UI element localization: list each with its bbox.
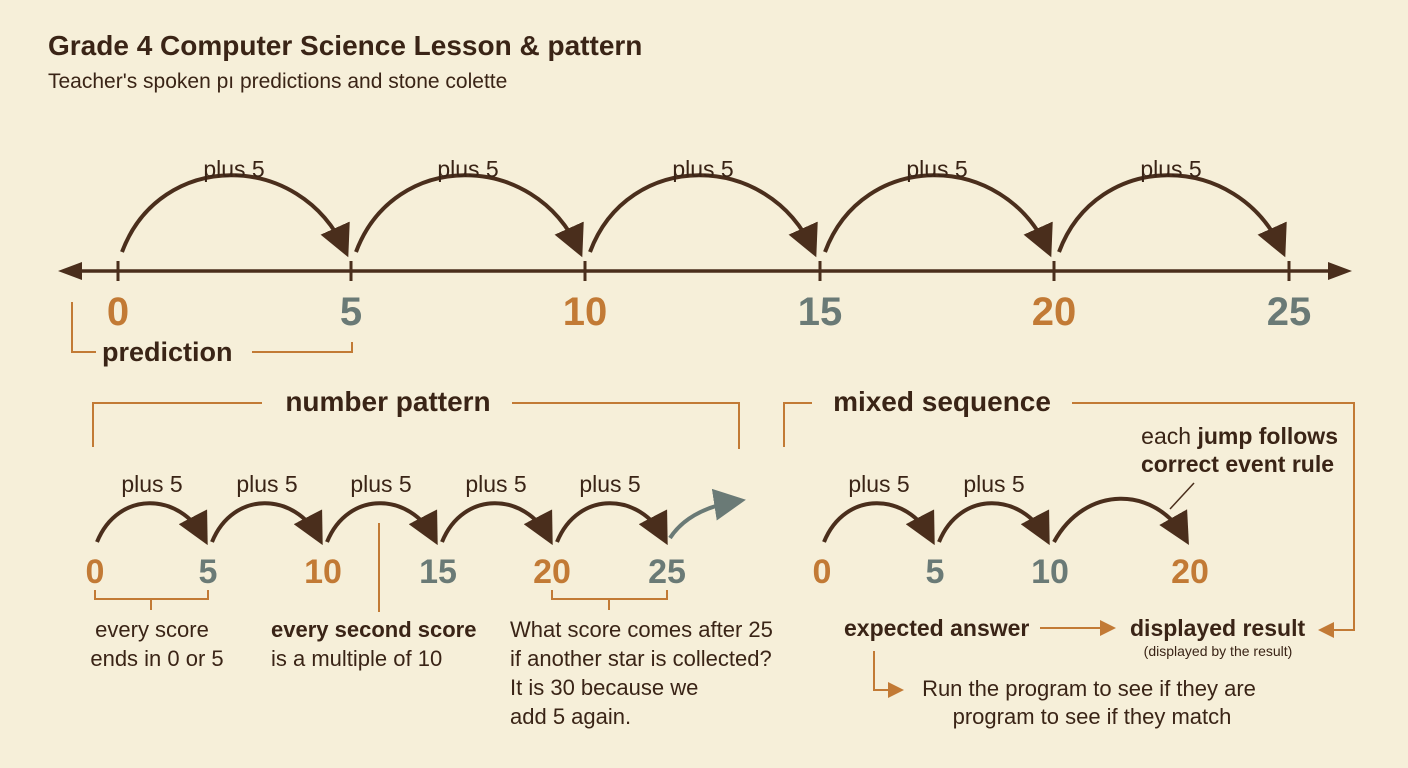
jump-arc — [588, 173, 818, 258]
note-every-score-line-1: every score — [95, 617, 209, 642]
jump-label: plus 5 — [906, 156, 967, 182]
jump-arc — [210, 501, 323, 546]
mixed-value: 5 — [926, 553, 945, 591]
jump-label: plus 5 — [963, 471, 1024, 497]
tick-label: 20 — [1032, 290, 1077, 334]
pattern-value: 15 — [419, 553, 457, 591]
jump-arc — [354, 173, 584, 258]
axis-arrow-left — [58, 262, 82, 280]
jump-arc — [555, 501, 668, 546]
axis-arrow-right — [1328, 262, 1352, 280]
jump-label: plus 5 — [350, 471, 411, 497]
pattern-value: 10 — [304, 553, 342, 591]
pattern-bracket-left — [92, 402, 262, 447]
jump-label: plus 5 — [579, 471, 640, 497]
page-title: Grade 4 Computer Science Lesson & patter… — [48, 30, 643, 61]
jump-arc — [823, 173, 1053, 258]
pattern-bracket-right — [512, 402, 740, 449]
jump-arc — [95, 501, 208, 546]
page-subtitle: Teacher's spoken pı predictions and ston… — [48, 70, 508, 93]
mixed-sequence-section: mixed sequence each jump follows correct… — [783, 386, 1355, 729]
pattern-value: 0 — [86, 553, 105, 591]
prediction-label: prediction — [102, 337, 233, 367]
tick-label: 5 — [340, 290, 362, 334]
jump-arc — [822, 501, 935, 546]
pattern-value: 20 — [533, 553, 571, 591]
prediction-bracket-right — [252, 342, 353, 353]
top-number-line: plus 5 plus 5 plus 5 plus 5 plus 5 0 5 1… — [58, 156, 1352, 367]
jump-label: plus 5 — [437, 156, 498, 182]
run-note-arrow — [873, 651, 904, 698]
jump-label: plus 5 — [203, 156, 264, 182]
jump-label: plus 5 — [848, 471, 909, 497]
question-line-1: What score comes after 25 — [510, 617, 773, 642]
question-line-3: It is 30 because we — [510, 675, 698, 700]
mixed-value: 20 — [1171, 553, 1209, 591]
expected-answer-label: expected answer — [844, 615, 1029, 641]
tick-label: 10 — [563, 290, 608, 334]
rule-note-line-2: correct event rule — [1141, 451, 1334, 477]
note-bracket — [551, 590, 668, 610]
jump-label: plus 5 — [236, 471, 297, 497]
jump-arc — [325, 501, 438, 546]
mixed-value: 10 — [1031, 553, 1069, 591]
jump-label: plus 5 — [121, 471, 182, 497]
pattern-value: 5 — [199, 553, 218, 591]
tick-label: 0 — [107, 290, 129, 334]
jump-arc — [937, 501, 1050, 546]
jump-label: plus 5 — [1140, 156, 1201, 182]
mixed-bracket-right — [1072, 402, 1355, 638]
note-bracket — [94, 590, 209, 610]
next-jump-arc — [668, 488, 746, 540]
note-second-score-line-1: every second score — [271, 617, 476, 642]
rule-note-pointer — [1169, 482, 1195, 510]
note-second-score-line-2: is a multiple of 10 — [271, 646, 442, 671]
rule-note-line-1: each jump follows — [1141, 423, 1338, 449]
question-line-4: add 5 again. — [510, 704, 631, 729]
note-every-score-line-2: ends in 0 or 5 — [90, 646, 223, 671]
pattern-value: 25 — [648, 553, 686, 591]
jump-arc — [120, 173, 350, 258]
mixed-bracket-left — [783, 402, 812, 447]
jump-arc — [440, 501, 553, 546]
number-pattern-section: number pattern plus 5 plus 5 plus 5 plus… — [86, 386, 773, 729]
jump-arc — [1057, 173, 1287, 258]
mixed-sequence-heading: mixed sequence — [833, 386, 1051, 417]
displayed-result-sublabel: (displayed by the result) — [1144, 643, 1293, 659]
tick-label: 15 — [798, 290, 843, 334]
number-pattern-heading: number pattern — [285, 386, 490, 417]
jump-arc — [1052, 496, 1189, 545]
run-note-line-2: program to see if they match — [953, 704, 1232, 729]
question-line-2: if another star is collected? — [510, 646, 772, 671]
run-note-line-1: Run the program to see if they are — [922, 676, 1256, 701]
tick-label: 25 — [1267, 290, 1312, 334]
mixed-value: 0 — [813, 553, 832, 591]
prediction-bracket-left — [71, 302, 96, 353]
jump-label: plus 5 — [672, 156, 733, 182]
displayed-result-label: displayed result — [1130, 615, 1305, 641]
jump-label: plus 5 — [465, 471, 526, 497]
